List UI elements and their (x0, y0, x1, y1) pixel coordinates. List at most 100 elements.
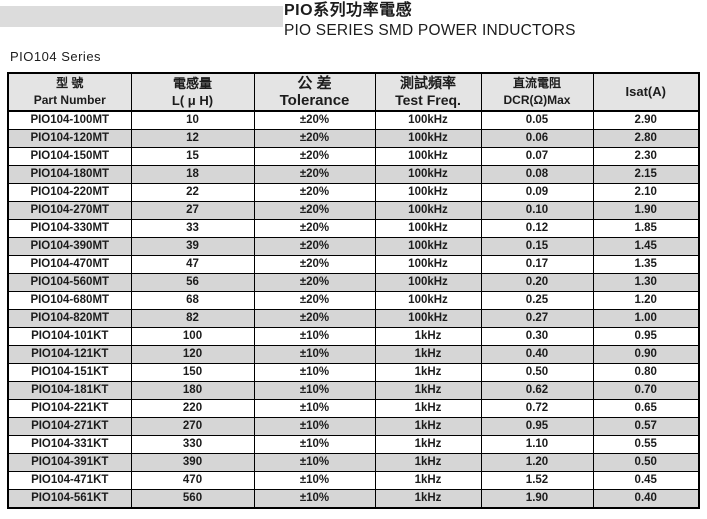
inductance-cell: 68 (130, 291, 255, 310)
table-row: PIO104-150MT 15 ±20% 100kHz 0.07 2.30 (7, 147, 700, 166)
dcr-cell: 0.20 (480, 273, 594, 292)
test-freq-cell: 100kHz (374, 237, 482, 256)
col-header-part-number-zh: 型 號 (56, 76, 84, 90)
test-freq-cell: 1kHz (374, 489, 482, 509)
inductance-cell: 56 (130, 273, 255, 292)
dcr-cell: 1.20 (480, 453, 594, 472)
dcr-cell: 0.62 (480, 381, 594, 400)
isat-cell: 1.90 (592, 201, 700, 220)
part-number-cell: PIO104-101KT (7, 327, 132, 346)
tolerance-cell: ±20% (253, 201, 376, 220)
col-header-isat-label: Isat(A) (625, 84, 666, 99)
tolerance-cell: ±10% (253, 327, 376, 346)
part-number-cell: PIO104-151KT (7, 363, 132, 382)
title-chinese: PIO系列功率電感 (284, 2, 413, 19)
dcr-cell: 0.08 (480, 165, 594, 184)
part-number-cell: PIO104-470MT (7, 255, 132, 274)
tolerance-cell: ±10% (253, 453, 376, 472)
tolerance-cell: ±10% (253, 489, 376, 509)
inductance-cell: 470 (130, 471, 255, 490)
col-header-tolerance-en: Tolerance (279, 92, 350, 109)
spec-table-body: PIO104-100MT 10 ±20% 100kHz 0.05 2.90 PIO104-1… (7, 110, 700, 509)
isat-cell: 0.65 (592, 399, 700, 418)
part-number-cell: PIO104-220MT (7, 183, 132, 202)
isat-cell: 0.95 (592, 327, 700, 346)
inductance-cell: 180 (130, 381, 255, 400)
part-number-cell: PIO104-820MT (7, 309, 132, 328)
part-number-cell: PIO104-471KT (7, 471, 132, 490)
tolerance-cell: ±20% (253, 129, 376, 148)
dcr-cell: 0.30 (480, 327, 594, 346)
table-row: PIO104-561KT 560 ±10% 1kHz 1.90 0.40 (7, 489, 700, 509)
isat-cell: 2.80 (592, 129, 700, 148)
inductance-cell: 10 (130, 110, 255, 130)
isat-cell: 0.80 (592, 363, 700, 382)
dcr-cell: 0.09 (480, 183, 594, 202)
part-number-cell: PIO104-221KT (7, 399, 132, 418)
table-row: PIO104-151KT 150 ±10% 1kHz 0.50 0.80 (7, 363, 700, 382)
dcr-cell: 0.06 (480, 129, 594, 148)
letterhead-bar (0, 6, 283, 27)
dcr-cell: 0.40 (480, 345, 594, 364)
inductance-cell: 18 (130, 165, 255, 184)
test-freq-cell: 100kHz (374, 255, 482, 274)
table-row: PIO104-221KT 220 ±10% 1kHz 0.72 0.65 (7, 399, 700, 418)
col-header-test-freq-en: Test Freq. (395, 92, 461, 108)
test-freq-cell: 1kHz (374, 417, 482, 436)
inductance-cell: 39 (130, 237, 255, 256)
test-freq-cell: 1kHz (374, 399, 482, 418)
dcr-cell: 0.25 (480, 291, 594, 310)
test-freq-cell: 100kHz (374, 129, 482, 148)
part-number-cell: PIO104-680MT (7, 291, 132, 310)
test-freq-cell: 100kHz (374, 273, 482, 292)
part-number-cell: PIO104-330MT (7, 219, 132, 238)
tolerance-cell: ±20% (253, 291, 376, 310)
tolerance-cell: ±20% (253, 273, 376, 292)
part-number-cell: PIO104-121KT (7, 345, 132, 364)
col-header-test-freq-zh: 測試頻率 (400, 75, 456, 91)
table-row: PIO104-680MT 68 ±20% 100kHz 0.25 1.20 (7, 291, 700, 310)
test-freq-cell: 100kHz (374, 309, 482, 328)
part-number-cell: PIO104-150MT (7, 147, 132, 166)
col-header-inductance: 電感量 L( μ H) (130, 72, 255, 112)
page-titles: PIO系列功率電感 PIO SERIES SMD POWER INDUCTORS (284, 1, 576, 40)
table-row: PIO104-101KT 100 ±10% 1kHz 0.30 0.95 (7, 327, 700, 346)
col-header-test-freq: 測試頻率 Test Freq. (374, 72, 482, 112)
inductance-cell: 150 (130, 363, 255, 382)
dcr-cell: 0.72 (480, 399, 594, 418)
isat-cell: 0.57 (592, 417, 700, 436)
dcr-cell: 0.50 (480, 363, 594, 382)
col-header-inductance-zh: 電感量 (172, 76, 212, 91)
part-number-cell: PIO104-270MT (7, 201, 132, 220)
spec-table-header: 型 號 Part Number 電感量 L( μ H) 公 差 Toleranc… (7, 72, 700, 112)
tolerance-cell: ±20% (253, 110, 376, 130)
table-row: PIO104-120MT 12 ±20% 100kHz 0.06 2.80 (7, 129, 700, 148)
isat-cell: 1.35 (592, 255, 700, 274)
test-freq-cell: 1kHz (374, 327, 482, 346)
isat-cell: 0.90 (592, 345, 700, 364)
table-row: PIO104-271KT 270 ±10% 1kHz 0.95 0.57 (7, 417, 700, 436)
test-freq-cell: 100kHz (374, 291, 482, 310)
isat-cell: 1.85 (592, 219, 700, 238)
table-row: PIO104-220MT 22 ±20% 100kHz 0.09 2.10 (7, 183, 700, 202)
table-row: PIO104-331KT 330 ±10% 1kHz 1.10 0.55 (7, 435, 700, 454)
tolerance-cell: ±10% (253, 417, 376, 436)
col-header-part-number: 型 號 Part Number (7, 72, 132, 112)
col-header-part-number-en: Part Number (33, 93, 106, 107)
test-freq-cell: 100kHz (374, 110, 482, 130)
table-row: PIO104-470MT 47 ±20% 100kHz 0.17 1.35 (7, 255, 700, 274)
isat-cell: 1.00 (592, 309, 700, 328)
isat-cell: 1.20 (592, 291, 700, 310)
part-number-cell: PIO104-271KT (7, 417, 132, 436)
tolerance-cell: ±20% (253, 183, 376, 202)
isat-cell: 2.15 (592, 165, 700, 184)
inductance-cell: 33 (130, 219, 255, 238)
col-header-dcr: 直流電阻 DCR(Ω)Max (480, 72, 594, 112)
table-row: PIO104-121KT 120 ±10% 1kHz 0.40 0.90 (7, 345, 700, 364)
isat-cell: 2.30 (592, 147, 700, 166)
inductance-cell: 270 (130, 417, 255, 436)
col-header-dcr-zh: 直流電阻 (512, 76, 561, 90)
test-freq-cell: 100kHz (374, 183, 482, 202)
table-row: PIO104-820MT 82 ±20% 100kHz 0.27 1.00 (7, 309, 700, 328)
inductance-cell: 220 (130, 399, 255, 418)
